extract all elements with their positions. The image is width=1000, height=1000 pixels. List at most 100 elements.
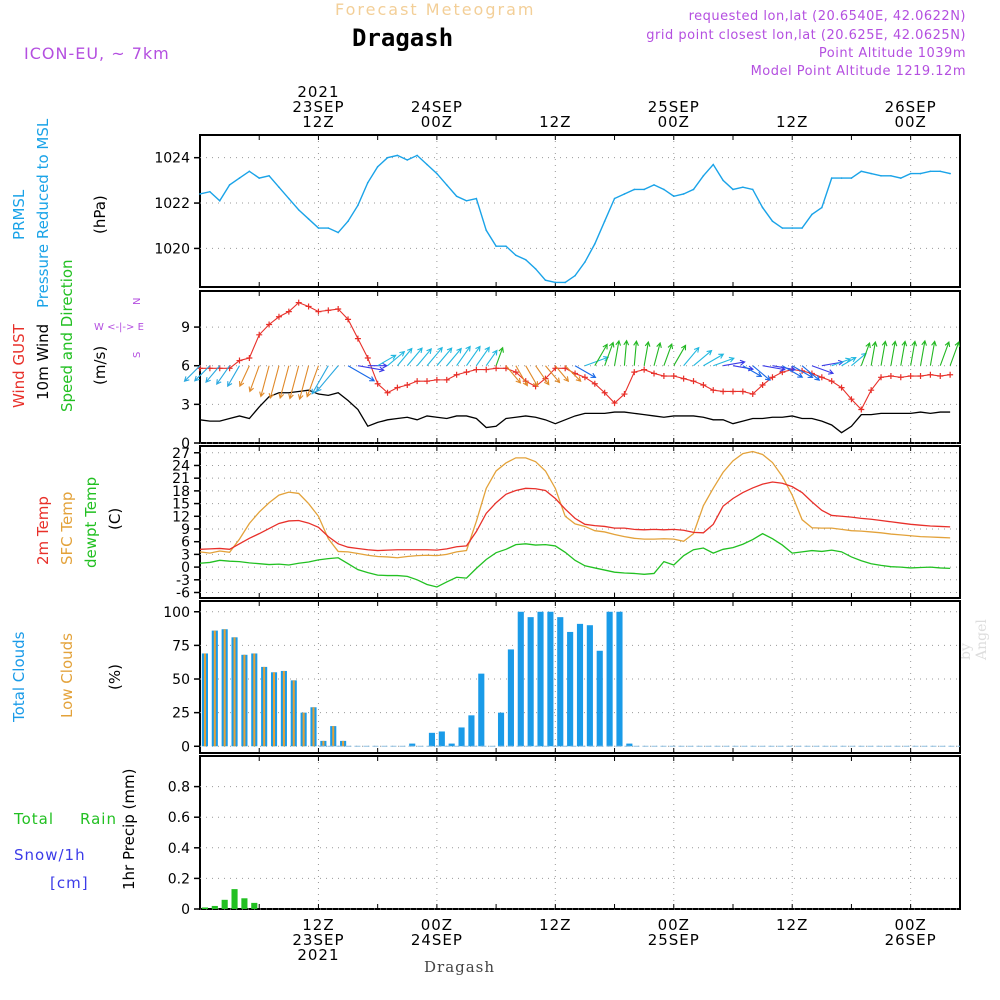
top-time-label: 12Z bbox=[539, 113, 571, 131]
wind-arrow bbox=[919, 339, 928, 366]
low-cloud-bar bbox=[312, 707, 315, 747]
gust-marker bbox=[295, 299, 302, 306]
y-tick-label: 3 bbox=[181, 397, 190, 413]
y-tick-label: 0.4 bbox=[168, 841, 190, 857]
pressure-point bbox=[771, 220, 774, 223]
pressure-point bbox=[939, 170, 942, 173]
pressure-point bbox=[524, 258, 527, 261]
wind-arrow bbox=[347, 365, 376, 382]
total-cloud-bar bbox=[428, 732, 436, 747]
top-time-label: 24SEP bbox=[411, 98, 463, 116]
total-cloud-bar bbox=[606, 611, 613, 747]
total-cloud-bar bbox=[497, 712, 505, 747]
bottom-time-label: 12Z bbox=[302, 916, 334, 934]
wind-arrow bbox=[782, 365, 804, 378]
bottom-time-label: 25SEP bbox=[648, 931, 700, 949]
legend-10m-wind: 10m Wind bbox=[34, 324, 52, 400]
bottom-time-label: 00Z bbox=[658, 916, 690, 934]
pressure-point bbox=[929, 170, 932, 173]
chart-subtitle: Forecast Meteogram bbox=[335, 0, 536, 19]
bottom-time-label: 2021 bbox=[297, 946, 339, 964]
gust-marker bbox=[483, 366, 490, 373]
wind-arrow bbox=[890, 340, 898, 366]
wind-arrow bbox=[683, 346, 700, 367]
pressure-point bbox=[416, 154, 418, 157]
pressure-point bbox=[376, 165, 379, 168]
wind-arrow bbox=[357, 365, 385, 373]
bottom-time-label: 26SEP bbox=[885, 931, 937, 949]
compass-n: N bbox=[132, 298, 143, 305]
gust-marker bbox=[907, 373, 914, 380]
total-cloud-bar bbox=[557, 617, 564, 747]
y-tick-label: 18 bbox=[172, 484, 190, 500]
wind-arrow bbox=[475, 346, 490, 367]
precip-ylabel: 1hr Precip (mm) bbox=[120, 769, 138, 890]
pressure-point bbox=[544, 279, 547, 281]
legend-wind-gust: Wind GUST bbox=[10, 323, 28, 408]
wind-arrow bbox=[466, 345, 481, 367]
wind-arrow bbox=[693, 349, 713, 367]
low-cloud-bar bbox=[253, 653, 256, 747]
gust-marker bbox=[947, 371, 954, 378]
low-cloud-bar bbox=[243, 654, 246, 747]
panel-4: 0 0.2 0.4 0.6 0.8 bbox=[168, 755, 961, 918]
pressure-point bbox=[357, 204, 359, 207]
pressure-point bbox=[672, 195, 675, 198]
total-cloud-bar bbox=[478, 673, 485, 747]
wind-arrow bbox=[305, 365, 319, 398]
pressure-point bbox=[268, 175, 270, 177]
gust-marker bbox=[453, 371, 460, 378]
pressure-point bbox=[534, 268, 537, 270]
gust-marker bbox=[868, 387, 875, 394]
pressure-point bbox=[830, 177, 833, 179]
panel-frame bbox=[199, 445, 961, 599]
gust-marker bbox=[937, 373, 944, 380]
gust-marker bbox=[897, 374, 904, 381]
requested-coords: requested lon,lat (20.6540E, 42.0622N) bbox=[688, 9, 966, 24]
pressure-point bbox=[327, 227, 330, 229]
pressure-point bbox=[436, 172, 438, 175]
wind-arrow bbox=[288, 365, 300, 400]
wind-arrow bbox=[315, 365, 339, 393]
pressure-point bbox=[455, 195, 458, 198]
wind-arrow bbox=[505, 365, 522, 384]
legend-pressure-msl: Pressure Reduced to MSL bbox=[34, 118, 52, 308]
low-cloud-bar bbox=[203, 653, 206, 747]
gust-marker bbox=[641, 366, 648, 373]
total-cloud-bar bbox=[458, 727, 465, 747]
wind-arrow bbox=[742, 365, 763, 377]
total-cloud-bar bbox=[576, 623, 584, 747]
wind-arrow bbox=[216, 365, 231, 386]
wind-arrow bbox=[623, 339, 630, 366]
gust-marker bbox=[345, 316, 352, 323]
wind-arrow bbox=[367, 362, 389, 369]
pressure-point bbox=[396, 154, 399, 157]
y-tick-label: 3 bbox=[181, 547, 190, 563]
y-tick-label: -6 bbox=[176, 585, 190, 601]
wind-arrow bbox=[554, 365, 570, 383]
gust-marker bbox=[246, 354, 253, 361]
total-cloud-bar bbox=[438, 731, 445, 747]
pressure-point bbox=[465, 199, 468, 202]
pressure-point bbox=[732, 188, 734, 191]
wind-arrow bbox=[396, 347, 413, 367]
pressure-point bbox=[485, 229, 488, 232]
gust-marker bbox=[631, 369, 638, 376]
pressure-point bbox=[238, 177, 241, 179]
wind-arrow bbox=[900, 340, 908, 366]
pressure-point bbox=[209, 190, 211, 193]
y-tick-label: 1020 bbox=[154, 241, 190, 257]
y-tick-label: 6 bbox=[181, 535, 190, 551]
rain-bar bbox=[231, 889, 238, 909]
total-cloud-bar bbox=[567, 631, 574, 747]
wind-arrow bbox=[663, 343, 674, 366]
gust-marker bbox=[739, 388, 746, 395]
bottom-time-label: 12Z bbox=[539, 916, 571, 934]
wind-arrow bbox=[297, 365, 310, 401]
wind-arrow bbox=[238, 365, 250, 388]
pressure-point bbox=[297, 209, 300, 211]
pressure-point bbox=[337, 231, 339, 234]
wind-arrow bbox=[535, 365, 550, 386]
y-tick-label: 9 bbox=[181, 320, 190, 336]
y-tick-label: 21 bbox=[172, 471, 190, 487]
